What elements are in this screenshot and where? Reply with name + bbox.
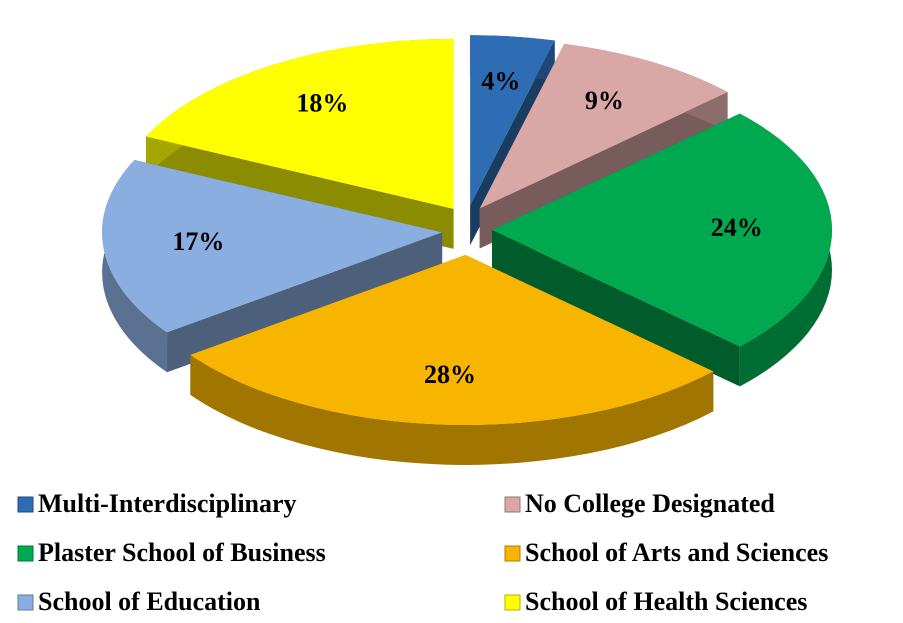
slice	[102, 159, 443, 333]
legend-swatch	[17, 496, 34, 513]
data-label: 9%	[585, 86, 624, 115]
legend-label: School of Health Sciences	[525, 587, 807, 616]
legend-label: School of Arts and Sciences	[525, 538, 828, 567]
slice-radial-side	[492, 230, 740, 387]
slice	[190, 254, 714, 425]
legend-swatch	[504, 496, 521, 513]
slice	[470, 35, 555, 206]
legend-swatch	[504, 545, 521, 562]
legend-label: Multi-Interdisciplinary	[38, 489, 297, 518]
data-label: 18%	[296, 89, 348, 118]
slice-radial-side	[167, 232, 443, 373]
slice-tops	[102, 35, 832, 425]
slice-outer-side	[190, 354, 714, 465]
slice	[492, 113, 832, 347]
legend-label: School of Education	[38, 587, 261, 616]
slice	[479, 43, 728, 209]
data-label: 24%	[711, 213, 763, 242]
legend-swatch	[17, 594, 34, 611]
data-label: 4%	[481, 67, 520, 96]
data-label: 17%	[172, 227, 224, 256]
legend-label: Plaster School of Business	[38, 538, 326, 567]
legend-swatch	[504, 594, 521, 611]
data-label: 28%	[424, 360, 476, 389]
legend-label: No College Designated	[525, 489, 775, 518]
legend-swatch	[17, 545, 34, 562]
slice	[145, 38, 454, 209]
